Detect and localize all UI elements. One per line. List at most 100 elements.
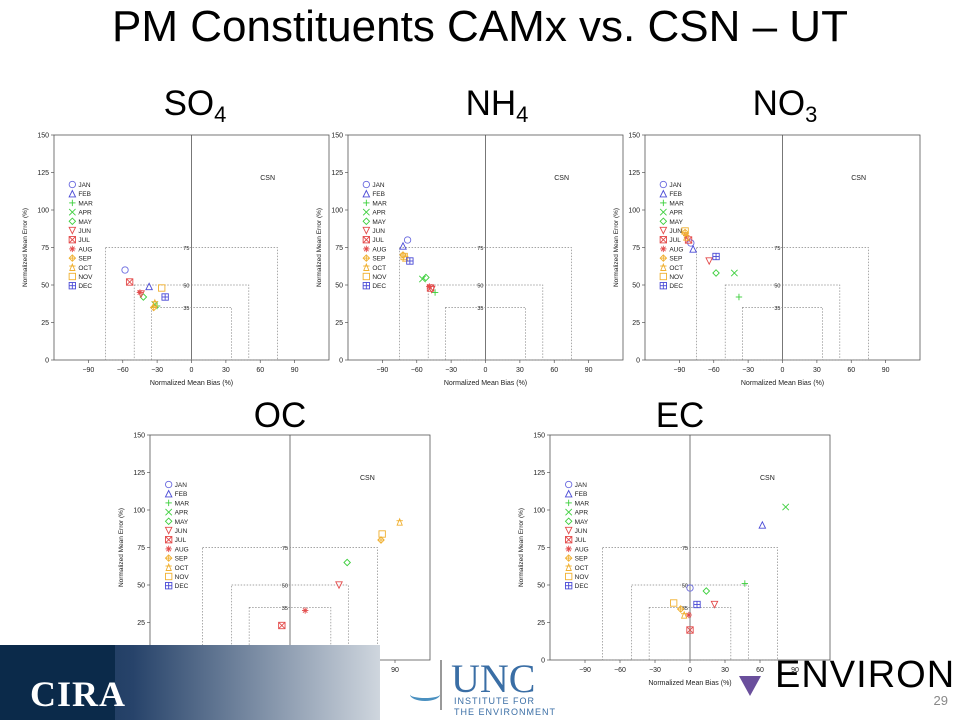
goal-box-label-35: 35: [183, 306, 189, 312]
network-label: CSN: [851, 175, 866, 182]
chart-ec: 75 50 35 −90 −60 −30 0 30 60 90 0 25 50 75 100 125 150 No…: [510, 430, 835, 690]
data-point-dec: [406, 257, 414, 265]
goal-box-label-50: 50: [183, 284, 189, 290]
legend-label-oct: OCT: [669, 265, 683, 272]
legend-label-oct: OCT: [372, 265, 386, 272]
slide-title: PM Constituents CAMx vs. CSN – UT: [112, 2, 848, 51]
legend-label-aug: AUG: [175, 546, 189, 553]
x-tick-label: −30: [649, 667, 661, 674]
x-tick-label: 90: [291, 367, 299, 374]
x-tick-label: −30: [742, 367, 754, 374]
legend-label-aug: AUG: [372, 246, 386, 253]
legend-marker-mar: [660, 199, 667, 207]
legend-marker-mar: [165, 499, 172, 507]
legend-marker-nov: [565, 572, 573, 581]
legend-marker-dec: [165, 582, 173, 590]
legend-label-oct: OCT: [78, 265, 92, 272]
legend-marker-may: [164, 517, 173, 526]
legend-marker-feb: [659, 189, 668, 198]
data-point-nov: [400, 252, 408, 261]
legend-marker-may: [564, 517, 573, 526]
legend-label-feb: FEB: [78, 191, 91, 198]
y-tick-label: 0: [45, 358, 49, 365]
legend-marker-jul: [68, 236, 76, 244]
legend-marker-apr: [165, 508, 173, 516]
y-tick-label: 125: [37, 170, 49, 177]
chart-no3: 75 50 35 −90 −60 −30 0 30 60 90 0 25 50 75 100 125 150 No…: [613, 130, 940, 390]
legend-marker-nov: [68, 272, 76, 281]
legend-marker-oct: [363, 262, 370, 271]
x-tick-label: −90: [376, 367, 388, 374]
y-axis-label: Normalized Mean Error (%): [118, 508, 125, 587]
y-tick-label: 100: [331, 208, 343, 215]
legend-label-dec: DEC: [575, 583, 589, 590]
y-tick-label: 50: [537, 583, 545, 590]
legend-label-jan: JAN: [669, 182, 682, 189]
legend-marker-sep: [659, 254, 668, 262]
chart-svg-oc: 755035−90−60−3003060900255075100125150No…: [118, 433, 431, 687]
legend-label-apr: APR: [575, 510, 589, 517]
x-tick-label: 60: [756, 667, 764, 674]
species-label-so4: SO4: [163, 84, 227, 127]
legend-marker-may: [68, 217, 77, 226]
y-tick-label: 125: [533, 470, 545, 477]
legend-label-apr: APR: [372, 210, 386, 217]
y-tick-label: 50: [137, 583, 145, 590]
legend-label-jan: JAN: [175, 482, 188, 489]
goal-box-label-75: 75: [477, 246, 483, 252]
legend-marker-jul: [565, 536, 573, 544]
y-tick-label: 100: [37, 208, 49, 215]
legend-marker-mar: [565, 499, 572, 507]
y-tick-label: 25: [41, 320, 49, 327]
chart-so4: 75 50 35 −90 −60 −30 0 30 60 90 0 25 50 75 100 125 150 No…: [14, 130, 330, 390]
legend-label-aug: AUG: [669, 246, 683, 253]
legend-label-feb: FEB: [669, 191, 682, 198]
legend-marker-aug: [69, 245, 76, 253]
x-tick-label: −90: [673, 367, 685, 374]
data-point-nov: [670, 599, 678, 607]
goal-box-35: [742, 307, 823, 361]
legend-label-mar: MAR: [575, 500, 590, 507]
legend-marker-jun: [659, 226, 668, 235]
legend-label-jul: JUL: [575, 537, 587, 544]
species-label-oc: OC: [253, 396, 307, 435]
legend-label-jun: JUN: [175, 528, 188, 535]
chart-svg-nh4: 75 50 35 −90 −60 −30 0 30 60 90 0 25 50 75 100 125 150 No…: [316, 133, 624, 387]
x-tick-label: −90: [82, 367, 94, 374]
y-axis-label: Normalized Mean Error (%): [316, 208, 323, 287]
legend-label-apr: APR: [78, 210, 92, 217]
legend-marker-mar: [363, 199, 370, 207]
y-tick-label: 150: [37, 133, 49, 140]
data-point-may: [712, 269, 720, 277]
legend-label-nov: NOV: [372, 274, 387, 281]
legend-label-sep: SEP: [78, 256, 91, 263]
legend-marker-apr: [659, 208, 667, 216]
y-tick-label: 25: [335, 320, 343, 327]
goal-box-label-35: 35: [682, 606, 688, 612]
legend-marker-oct: [69, 262, 76, 271]
legend-marker-jan: [565, 480, 573, 489]
legend-marker-nov: [659, 272, 667, 281]
legend-marker-nov: [165, 572, 173, 581]
unc-divider: [440, 660, 442, 710]
legend-marker-apr: [565, 508, 573, 516]
data-point-mar: [431, 289, 439, 296]
y-axis-label: Normalized Mean Error (%): [613, 208, 620, 287]
network-label: CSN: [360, 475, 375, 482]
legend-label-nov: NOV: [78, 274, 93, 281]
legend-label-mar: MAR: [78, 200, 93, 207]
goal-box-label-50: 50: [774, 284, 780, 290]
y-tick-label: 75: [335, 245, 343, 252]
goal-box-label-75: 75: [774, 246, 780, 252]
legend-label-sep: SEP: [372, 256, 385, 263]
legend-marker-oct: [565, 562, 572, 571]
x-axis-label: Normalized Mean Bias (%): [741, 380, 824, 387]
x-tick-label: −90: [579, 667, 591, 674]
legend-marker-jan: [659, 180, 667, 189]
legend-marker-dec: [68, 282, 76, 290]
x-tick-label: −30: [151, 367, 163, 374]
goal-box-label-35: 35: [477, 306, 483, 312]
y-tick-label: 0: [636, 358, 640, 365]
legend-marker-feb: [68, 189, 77, 198]
data-point-nov: [378, 530, 386, 538]
